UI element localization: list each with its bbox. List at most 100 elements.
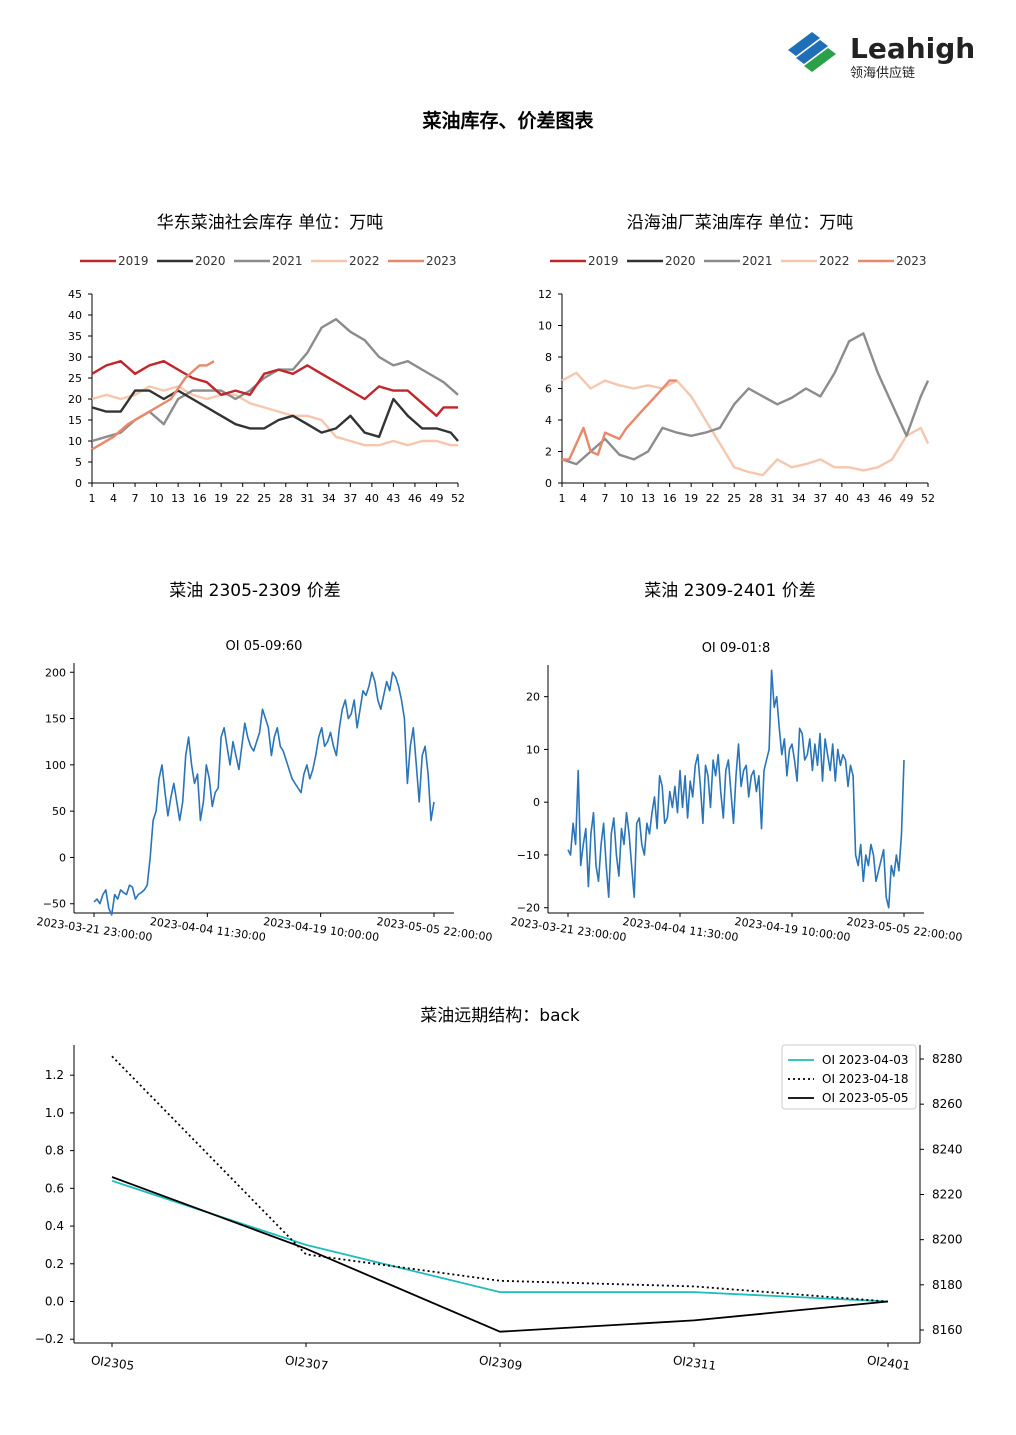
coastal-x-tick-label: 46 [878,492,892,505]
east-china-x-tick-label: 46 [408,492,422,505]
logo-text: Leahigh [850,32,975,65]
coastal-x-tick-label: 43 [856,492,870,505]
spread-2-y-tick-label: 10 [526,743,540,756]
forward-series-0 [111,1179,889,1303]
coastal-y-tick-label: 12 [538,288,552,301]
coastal-x-tick-label: 7 [602,492,609,505]
coastal-legend-label-2020: 2020 [665,254,696,268]
forward-y-right-tick-label: 8180 [932,1278,963,1292]
east-china-y-tick-label: 40 [68,309,82,322]
chart-title-spread-1: 菜油 2305-2309 价差 [169,581,341,601]
forward-x-tick-label: OI2401 [866,1353,911,1373]
east-china-x-tick-label: 31 [300,492,314,505]
coastal-x-tick-label: 40 [835,492,849,505]
coastal-series-2022 [561,371,930,477]
coastal-legend-label-2021: 2021 [742,254,773,268]
spread-2-x-tick-label: 2023-04-04 11:30:00 [622,915,740,944]
forward-series-2 [111,1176,889,1333]
forward-legend-box [781,1044,917,1110]
east-china-x-tick-label: 22 [236,492,250,505]
forward-y-tick-label: 0.4 [45,1219,64,1233]
coastal-y-tick-label: 10 [538,320,552,333]
forward-y-tick-label: 1.0 [45,1106,64,1120]
spread-1-x-tick-label: 2023-04-19 10:00:00 [262,915,380,944]
coastal-x-tick-label: 37 [813,492,827,505]
east-china-x-tick-label: 49 [429,492,443,505]
coastal-x-tick-label: 16 [663,492,677,505]
spread-2-y-tick-label: 0 [533,796,540,809]
coastal-x-tick-label: 13 [641,492,655,505]
chart-title-coastal: 沿海油厂菜油库存 单位：万吨 [626,213,854,233]
east-china-series-2019 [91,359,458,418]
coastal-legend-label-2023: 2023 [896,254,927,268]
east-china-x-tick-label: 16 [193,492,207,505]
east-china-y-tick-label: 30 [68,351,82,364]
east-china-x-tick-label: 40 [365,492,379,505]
forward-y-right-tick-label: 8160 [932,1323,963,1337]
east-china-legend-label-2023: 2023 [426,254,457,268]
east-china-x-tick-label: 34 [322,492,336,505]
forward-y-right-tick-label: 8240 [932,1142,963,1156]
coastal-series-2021 [561,332,930,466]
coastal-x-tick-label: 25 [727,492,741,505]
forward-y-right-tick-label: 8200 [932,1233,963,1247]
forward-legend-label-0: OI 2023-04-03 [822,1053,909,1067]
spread-1-series-line [93,671,435,916]
coastal-legend-label-2019: 2019 [588,254,619,268]
coastal-x-tick-label: 28 [749,492,763,505]
east-china-y-tick-label: 35 [68,330,82,343]
spread-1-y-tick-label: 200 [45,666,66,679]
coastal-x-tick-label: 22 [706,492,720,505]
coastal-y-tick-label: 8 [545,351,552,364]
spread-2-subtitle: OI 09-01:8 [702,641,771,656]
page-title: 菜油库存、价差图表 [422,110,594,132]
east-china-x-tick-label: 25 [257,492,271,505]
forward-legend-label-2: OI 2023-05-05 [822,1091,909,1105]
forward-y-tick-label: 0.0 [45,1295,64,1309]
east-china-legend-label-2019: 2019 [118,254,149,268]
spread-1-x-tick-label: 2023-03-21 23:00:00 [36,915,154,944]
spread-2-y-tick-label: −20 [517,902,540,915]
forward-y-right-tick-label: 8220 [932,1188,963,1202]
coastal-legend-label-2022: 2022 [819,254,850,268]
logo-subtext: 领海供应链 [850,65,915,81]
coastal-y-tick-label: 2 [545,446,552,459]
east-china-y-tick-label: 5 [75,456,82,469]
logo-mark-icon: Leahigh 领海供应链 [788,32,975,81]
east-china-y-tick-label: 25 [68,372,82,385]
forward-legend-label-1: OI 2023-04-18 [822,1072,909,1086]
spread-2-series-line [567,669,905,909]
chart-forward: 1.2 1.0 0.8 0.6 0.4 0.2 0.0 −0.2 8280 8260 8240 822… [35,1044,963,1373]
logo-stripe-icon [788,32,820,56]
east-china-legend-label-2020: 2020 [195,254,226,268]
spread-1-x-tick-label: 2023-04-04 11:30:00 [149,915,267,944]
forward-series-1 [111,1055,889,1303]
chart-east-china: 2019 2020 2021 2022 2023 0 5 10 15 20 25 30 35 40 45 1 4… [68,254,465,505]
spread-1-subtitle: OI 05-09:60 [226,639,303,654]
east-china-x-tick-label: 52 [451,492,465,505]
spread-2-x-tick-label: 2023-04-19 10:00:00 [734,915,852,944]
east-china-x-tick-label: 43 [386,492,400,505]
east-china-x-tick-label: 13 [171,492,185,505]
forward-y-tick-label: 0.6 [45,1181,64,1195]
east-china-x-tick-label: 28 [279,492,293,505]
spread-1-y-tick-label: −50 [43,898,66,911]
logo-stripe-icon [804,48,836,72]
chart-title-forward: 菜油远期结构：back [420,1006,580,1026]
spread-1-y-tick-label: 100 [45,759,66,772]
spread-1-y-tick-label: 0 [59,851,66,864]
forward-y-right-tick-label: 8280 [932,1052,963,1066]
east-china-x-tick-label: 19 [214,492,228,505]
logo-stripe-icon [796,40,828,64]
east-china-legend-label-2021: 2021 [272,254,303,268]
east-china-y-tick-label: 45 [68,288,82,301]
east-china-series-2023 [91,360,215,451]
spread-1-x-tick-label: 2023-05-05 22:00:00 [376,915,494,944]
coastal-x-tick-label: 1 [559,492,566,505]
forward-y-right-tick-label: 8260 [932,1097,963,1111]
coastal-x-tick-label: 31 [770,492,784,505]
coastal-x-tick-label: 52 [921,492,935,505]
coastal-series-2023 [562,379,677,461]
